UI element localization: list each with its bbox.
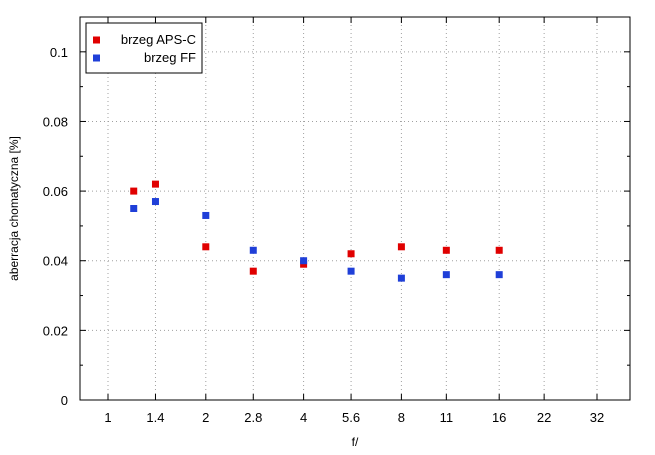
legend-label: brzeg APS-C bbox=[121, 32, 196, 47]
data-point-series-1 bbox=[495, 246, 503, 254]
data-point-series-2 bbox=[495, 271, 503, 279]
x-tick-label: 1 bbox=[104, 410, 111, 425]
y-tick-label: 0.06 bbox=[43, 184, 68, 199]
data-point-series-2 bbox=[397, 274, 405, 282]
data-points bbox=[130, 180, 503, 282]
legend-label: brzeg FF bbox=[144, 50, 196, 65]
y-tick-label: 0.04 bbox=[43, 254, 68, 269]
x-tick-label: 1.4 bbox=[146, 410, 164, 425]
y-axis-label: aberracja chomatyczna [%] bbox=[7, 136, 21, 281]
x-tick-label: 8 bbox=[398, 410, 405, 425]
data-point-series-2 bbox=[347, 267, 355, 275]
legend: brzeg APS-C brzeg FF bbox=[85, 22, 203, 74]
data-point-series-1 bbox=[202, 243, 210, 251]
data-point-series-2 bbox=[300, 257, 308, 265]
x-axis-label: f/ bbox=[352, 435, 359, 449]
x-tick-label: 22 bbox=[537, 410, 551, 425]
data-point-series-2 bbox=[151, 198, 159, 206]
data-point-series-2 bbox=[442, 271, 450, 279]
x-tick-label: 4 bbox=[300, 410, 307, 425]
x-tick-label: 11 bbox=[440, 410, 454, 425]
x-tick-label: 16 bbox=[492, 410, 506, 425]
data-point-series-1 bbox=[397, 243, 405, 251]
data-point-series-2 bbox=[130, 205, 138, 212]
data-point-series-1 bbox=[151, 180, 159, 188]
axis-ticks: 0 0.02 0.04 0.06 0.08 0.1 1 1.4 2 2.8 4 5.6 8 11 16 22 3… bbox=[43, 17, 630, 425]
legend-box bbox=[85, 22, 203, 74]
data-point-series-1 bbox=[442, 246, 450, 254]
x-tick-label: 2 bbox=[202, 410, 209, 425]
y-tick-label: 0.08 bbox=[43, 114, 68, 129]
grid bbox=[80, 17, 630, 400]
plot-frame bbox=[79, 16, 631, 401]
data-point-series-1 bbox=[130, 187, 138, 195]
x-tick-label: 2.8 bbox=[244, 410, 262, 425]
data-point-series-2 bbox=[249, 246, 257, 254]
x-tick-label: 5.6 bbox=[342, 410, 360, 425]
x-tick-label: 32 bbox=[590, 410, 604, 425]
legend-marker-series-1 bbox=[93, 36, 100, 44]
y-tick-label: 0.1 bbox=[50, 45, 68, 60]
data-point-series-1 bbox=[249, 267, 257, 275]
y-tick-label: 0 bbox=[61, 393, 68, 408]
legend-marker-series-2 bbox=[93, 54, 100, 62]
data-point-series-1 bbox=[347, 250, 355, 258]
y-tick-label: 0.02 bbox=[43, 323, 68, 338]
data-point-series-2 bbox=[202, 211, 210, 219]
